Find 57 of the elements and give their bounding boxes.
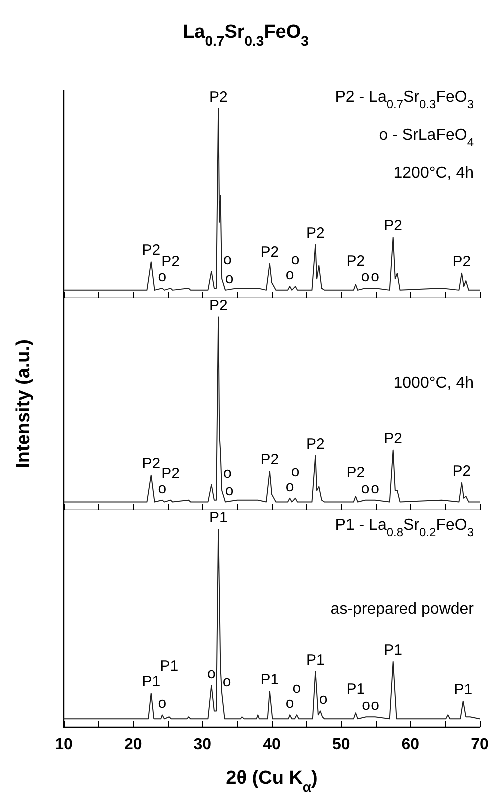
annotation: P1: [306, 652, 325, 669]
annotation: o: [158, 480, 167, 498]
x-tick-label: 40: [263, 736, 281, 754]
annotation: as-prepared powder: [330, 601, 475, 618]
annotation: o: [362, 697, 370, 714]
annotation: P2: [384, 217, 403, 234]
annotation: o: [286, 478, 294, 496]
annotation: P2: [346, 464, 366, 482]
annotation: P1: [384, 642, 403, 659]
annotation: P2: [306, 436, 325, 454]
annotation: 1200°C, 4h: [394, 165, 474, 182]
annotation: P2: [452, 253, 472, 270]
annotation: P2: [162, 465, 180, 482]
annotation: P2: [452, 463, 472, 480]
x-tick-label: 50: [332, 736, 350, 754]
y-axis-title: Intensity (a.u.): [14, 340, 34, 468]
annotation: 1000°C, 4h: [394, 375, 474, 392]
annotation: o: [371, 480, 380, 498]
annotation: P1: [454, 681, 473, 698]
annotation: o: [224, 252, 232, 269]
annotation: P1: [209, 510, 228, 527]
annotation: o: [361, 268, 370, 286]
annotation: o: [291, 463, 300, 480]
annotation: P2: [142, 242, 161, 260]
annotation: o: [158, 695, 167, 712]
annotation: P1: [160, 658, 179, 676]
x-tick-label: 10: [55, 736, 73, 754]
annotation: P2: [260, 451, 280, 468]
annotation: o: [208, 666, 216, 683]
annotation: o: [224, 464, 232, 482]
annotation: P2: [346, 252, 366, 270]
annotation: o: [371, 268, 380, 286]
annotation: P2: [162, 254, 180, 271]
x-tick-label: 20: [124, 736, 142, 754]
annotation: P2: [209, 88, 228, 106]
annotation: P2: [306, 225, 325, 242]
annotation: o: [286, 695, 294, 712]
annotation: P2: [209, 297, 228, 314]
annotation: P2: [142, 455, 161, 472]
annotation: o: [286, 266, 294, 284]
annotation: o: [291, 252, 300, 269]
annotation: o: [225, 482, 234, 500]
annotation: o: [319, 691, 328, 708]
annotation: P1: [346, 681, 366, 698]
annotation: o: [222, 673, 232, 690]
x-tick-label: 30: [194, 736, 212, 754]
annotation: o: [371, 697, 380, 714]
annotation: P1: [260, 671, 280, 688]
x-tick-label: 60: [402, 736, 420, 754]
annotation: P1: [142, 673, 161, 690]
annotation: o: [158, 268, 167, 286]
annotation: P2: [260, 244, 280, 261]
annotation: o: [225, 270, 234, 288]
x-tick-label: 70: [471, 736, 489, 754]
annotation: o: [361, 480, 370, 498]
annotation: o: [292, 680, 302, 698]
annotation: P2: [384, 430, 403, 448]
